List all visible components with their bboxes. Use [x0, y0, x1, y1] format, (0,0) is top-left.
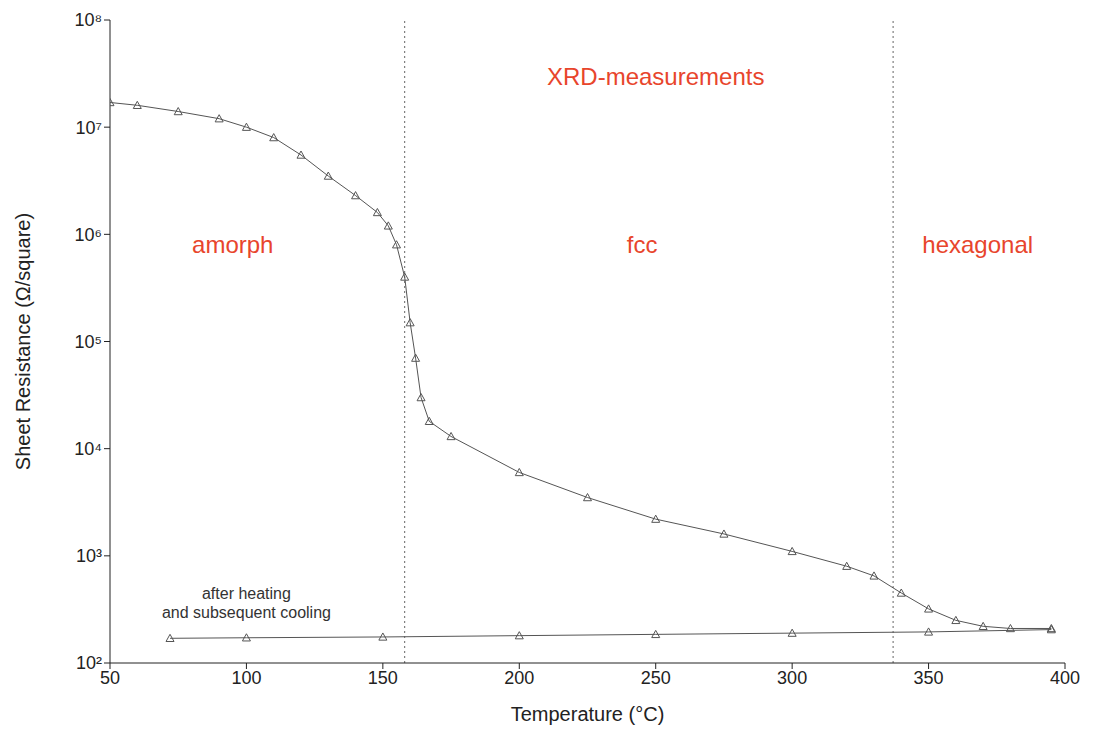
svg-text:Sheet Resistance (Ω/square): Sheet Resistance (Ω/square)	[12, 213, 34, 470]
svg-text:after heating: after heating	[202, 585, 291, 602]
svg-text:300: 300	[777, 668, 807, 688]
svg-text:10²: 10²	[76, 653, 102, 673]
svg-text:350: 350	[914, 668, 944, 688]
svg-text:100: 100	[231, 668, 261, 688]
svg-text:10³: 10³	[76, 546, 102, 566]
svg-text:10⁸: 10⁸	[74, 10, 102, 30]
svg-text:200: 200	[504, 668, 534, 688]
svg-text:10⁶: 10⁶	[75, 225, 102, 245]
svg-text:400: 400	[1050, 668, 1080, 688]
svg-text:10⁵: 10⁵	[75, 332, 102, 352]
svg-text:10⁴: 10⁴	[74, 439, 102, 459]
svg-text:250: 250	[641, 668, 671, 688]
svg-text:amorph: amorph	[192, 231, 273, 258]
svg-text:10⁷: 10⁷	[75, 118, 102, 138]
svg-text:150: 150	[368, 668, 398, 688]
svg-text:fcc: fcc	[627, 231, 658, 258]
svg-text:and subsequent cooling: and subsequent cooling	[162, 604, 331, 621]
svg-text:XRD-measurements: XRD-measurements	[547, 63, 764, 90]
svg-text:Temperature (°C): Temperature (°C)	[511, 703, 665, 725]
svg-text:hexagonal: hexagonal	[922, 231, 1033, 258]
svg-text:50: 50	[100, 668, 120, 688]
